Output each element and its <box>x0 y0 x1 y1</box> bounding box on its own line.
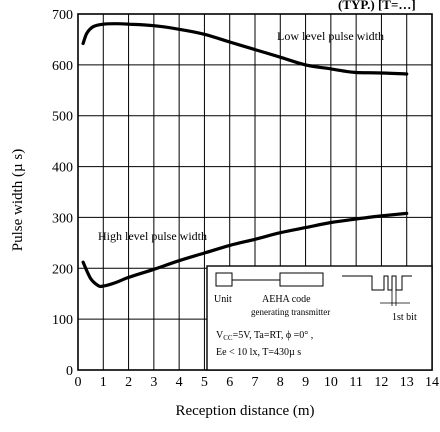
x-tick-label: 11 <box>349 375 362 390</box>
x-axis-ticks: 0 1 2 3 4 5 6 7 8 9 10 11 12 13 14 <box>75 375 440 390</box>
x-tick-label: 4 <box>176 375 183 390</box>
x-tick-label: 3 <box>150 375 157 390</box>
high-level-series-line <box>81 211 409 289</box>
y-tick-label: 300 <box>52 211 73 226</box>
x-tick-label: 0 <box>75 375 82 390</box>
x-tick-label: 2 <box>125 375 132 390</box>
y-tick-label: 200 <box>52 262 73 277</box>
annotation-low-level: Low level pulse width <box>277 29 384 43</box>
series-lines <box>81 22 409 289</box>
inset-condition-line-2: Ee < 10 lx, T=430µ s <box>216 347 301 358</box>
vcc-subscript: CC <box>223 334 233 342</box>
x-tick-label: 9 <box>302 375 309 390</box>
y-tick-label: 700 <box>52 8 73 23</box>
inset-code-label-2: generating transmitter <box>251 307 330 317</box>
y-tick-label: 0 <box>66 364 73 379</box>
y-axis-label: Pulse width (µ s) <box>10 149 26 251</box>
x-tick-label: 13 <box>400 375 414 390</box>
y-tick-label: 400 <box>52 161 73 176</box>
y-tick-label: 600 <box>52 59 73 74</box>
x-tick-label: 12 <box>374 375 388 390</box>
inset-unit-label: Unit <box>214 294 232 305</box>
corner-label: (TYP.) [T=…] <box>338 0 416 12</box>
inset-condition-line-1: VCC=5V, Ta=RT, ϕ =0° , <box>216 330 313 342</box>
test-condition-inset: Unit AEHA code generating transmitter 1s… <box>206 265 433 371</box>
pulse-waveform <box>342 275 412 291</box>
x-tick-label: 1 <box>100 375 107 390</box>
x-tick-label: 10 <box>324 375 338 390</box>
vcc-conditions: =5V, Ta=RT, ϕ =0° , <box>233 330 314 341</box>
low-level-series-line <box>81 22 409 76</box>
x-axis-label: Reception distance (m) <box>175 403 314 419</box>
inset-code-label-1: AEHA code <box>262 294 311 305</box>
y-tick-label: 100 <box>52 313 73 328</box>
inset-background <box>206 265 433 371</box>
x-tick-label: 8 <box>277 375 284 390</box>
inset-bit-label: 1st bit <box>392 312 417 323</box>
x-tick-label: 14 <box>425 375 439 390</box>
annotation-high-level: High level pulse width <box>98 229 207 243</box>
y-axis-ticks: 0 100 200 300 400 500 600 700 <box>52 8 73 379</box>
x-tick-label: 7 <box>252 375 259 390</box>
transmitter-box <box>279 272 324 287</box>
vcc-symbol: V <box>216 330 224 341</box>
y-tick-label: 500 <box>52 110 73 125</box>
x-tick-label: 6 <box>226 375 233 390</box>
x-tick-label: 5 <box>201 375 208 390</box>
